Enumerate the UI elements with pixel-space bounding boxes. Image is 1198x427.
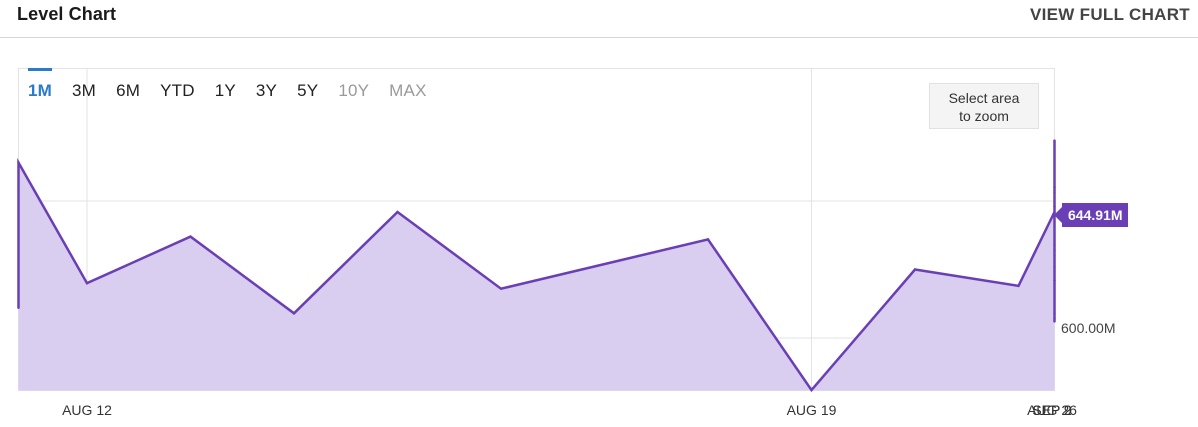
data-point[interactable] [17, 306, 20, 310]
series-area [18, 140, 1055, 391]
data-point[interactable] [810, 388, 813, 392]
data-points [17, 139, 1056, 392]
range-button-10y: 10Y [338, 81, 370, 100]
data-point[interactable] [1053, 243, 1056, 247]
data-point[interactable] [292, 312, 296, 315]
range-button-5y[interactable]: 5Y [297, 81, 319, 100]
data-point[interactable] [1053, 265, 1056, 268]
x-tick-label: AUG 19 [787, 402, 837, 418]
range-button-3m[interactable]: 3M [72, 81, 97, 100]
range-button-1m[interactable]: 1M [28, 68, 53, 104]
x-tick-label: AUG 26 [1027, 402, 1077, 418]
data-point[interactable] [1053, 320, 1056, 323]
data-point[interactable] [913, 268, 917, 271]
range-button-6m[interactable]: 6M [116, 81, 141, 100]
last-value-label: 644.91M [1053, 202, 1129, 227]
x-tick-label: SEP 9 [1032, 402, 1072, 418]
view-full-chart-link[interactable]: VIEW FULL CHART [1029, 5, 1190, 24]
data-point[interactable] [1017, 284, 1020, 288]
data-point[interactable] [17, 161, 20, 164]
range-button-ytd[interactable]: YTD [160, 81, 195, 100]
data-point[interactable] [1053, 186, 1056, 189]
range-button-max: MAX [389, 81, 427, 100]
range-button-3y[interactable]: 3Y [255, 81, 278, 100]
x-tick-label: AUG 12 [62, 402, 112, 418]
data-point[interactable] [1053, 317, 1056, 321]
range-button-1y[interactable]: 1Y [214, 81, 236, 100]
data-point[interactable] [1053, 254, 1056, 257]
data-point[interactable] [396, 210, 399, 214]
zoom-hint-line2: to zoom [959, 108, 1009, 124]
y-tick-label: 600.00M [1061, 320, 1115, 336]
data-point[interactable] [1053, 139, 1056, 142]
zoom-hint-line1: Select area [948, 90, 1020, 106]
range-selector: 1M 3M 6M YTD 1Y 3Y 5Y 10Y MAX [28, 68, 447, 104]
chart-title: Level Chart [17, 4, 117, 24]
zoom-hint: Select area to zoom [929, 83, 1039, 129]
y-axis-ticks: 600.00M [1061, 320, 1115, 336]
data-point[interactable] [1053, 191, 1056, 194]
data-point[interactable] [1053, 312, 1056, 315]
data-point[interactable] [1053, 249, 1056, 252]
data-point[interactable] [189, 235, 192, 238]
chart-header: Level Chart VIEW FULL CHART [0, 0, 1198, 38]
x-tick-label: SEP 2 [1032, 402, 1072, 418]
data-point[interactable] [1053, 279, 1056, 282]
series-line [17, 140, 1056, 393]
data-point[interactable] [85, 282, 89, 285]
data-point[interactable] [706, 238, 710, 241]
data-point[interactable] [499, 287, 503, 290]
data-point[interactable] [1053, 188, 1056, 192]
